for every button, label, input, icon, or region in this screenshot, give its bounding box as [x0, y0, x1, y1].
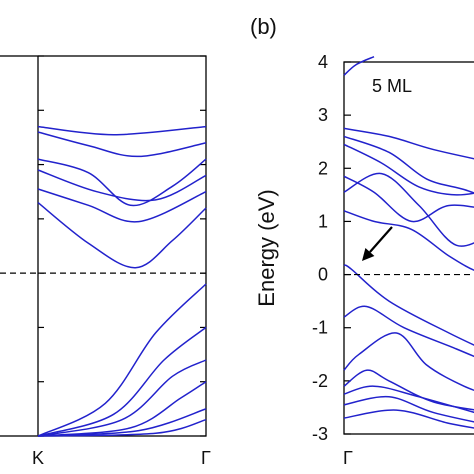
arrow-head	[362, 248, 375, 261]
panel-a-tick-gamma: Γ	[201, 448, 211, 468]
panel-b-label: (b)	[250, 14, 277, 39]
panel-b-tick-gamma: Γ	[343, 448, 353, 468]
panel-b-band-4	[343, 175, 474, 223]
panel-b-frame	[343, 61, 474, 435]
panel-b-ylabel: Energy (eV)	[254, 189, 279, 306]
panel-b: (b) -3 -2 -1 0 1 2 3 4 Energy (eV) 5 ML Γ	[250, 14, 474, 468]
panel-b-tick-label: -3	[312, 424, 328, 444]
arrow-shaft	[369, 226, 393, 253]
panel-b-tick-label: -1	[312, 318, 328, 338]
panel-a-band-1	[37, 131, 207, 158]
panel-b-tick-label: 3	[318, 105, 328, 125]
panel-b-band-0	[343, 56, 375, 76]
panel-b-tick-label: 2	[318, 158, 328, 178]
panel-b-band-5	[343, 172, 474, 247]
panel-b-band-1	[343, 127, 474, 160]
panel-a-band-9	[37, 381, 207, 437]
panel-b-arrow	[362, 226, 393, 261]
panel-a-band-5	[37, 202, 207, 269]
panel-a-band-11	[37, 418, 207, 437]
panel-a-tick-k: K	[32, 448, 44, 468]
panel-a-band-6	[37, 283, 207, 437]
panel-a-band-8	[37, 359, 207, 437]
panel-b-band-12	[343, 395, 474, 423]
panel-b-band-13	[343, 409, 474, 429]
panel-a-band-3	[37, 169, 207, 202]
panel-a-band-0	[37, 125, 207, 136]
panel-b-bands	[343, 56, 474, 429]
panel-b-band-2	[343, 135, 474, 194]
panel-b-annotation: 5 ML	[372, 76, 412, 96]
panel-a-y-ticks	[38, 55, 206, 437]
panel-b-band-3	[343, 143, 474, 196]
panel-a-bands	[37, 125, 207, 437]
panel-a-band-2	[37, 158, 207, 207]
panel-b-band-6	[343, 210, 474, 271]
panel-b-tick-label: -2	[312, 371, 328, 391]
panel-a-band-4	[37, 188, 207, 223]
panel-b-band-8	[343, 305, 474, 358]
panel-b-band-11	[343, 385, 474, 414]
panel-a-frame	[0, 55, 207, 437]
panel-b-band-7	[343, 264, 474, 346]
panel-a-band-7	[37, 326, 207, 437]
panel-a: K Γ	[0, 55, 211, 468]
panel-b-band-9	[343, 332, 474, 392]
panel-b-y-axis: -3 -2 -1 0 1 2 3 4	[312, 52, 351, 444]
panel-b-tick-label: 4	[318, 52, 328, 72]
panel-b-tick-label: 0	[318, 265, 328, 285]
panel-b-tick-label: 1	[318, 211, 328, 231]
